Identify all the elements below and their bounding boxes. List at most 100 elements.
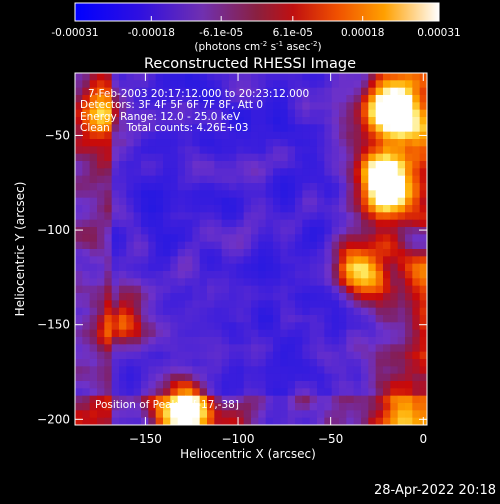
heatmap-cell [383,285,391,294]
heatmap-cell [265,168,274,177]
heatmap-cell [324,351,333,360]
heatmap-cell [295,256,303,265]
heatmap-cell [339,87,347,96]
heatmap-cell [163,395,171,404]
heatmap-cell [185,227,193,235]
heatmap-cell [280,161,289,169]
heatmap-cell [346,271,355,279]
heatmap-cell [104,205,113,213]
heatmap-cell [258,212,267,221]
heatmap-cell [155,212,164,221]
heatmap-cell [119,278,127,287]
heatmap-cell [287,109,296,118]
heatmap-cell [111,329,120,338]
heatmap-cell [273,337,281,345]
heatmap-cell [412,227,421,235]
heatmap-cell [331,175,340,184]
heatmap-cell [214,87,223,96]
heatmap-cell [273,351,281,360]
heatmap-cell [229,109,237,118]
heatmap-cell [368,417,377,425]
heatmap-cell [229,241,237,250]
heatmap-cell [133,161,142,169]
heatmap-cell [155,271,164,279]
heatmap-cell [141,278,149,287]
heatmap-cell [155,315,164,323]
heatmap-cell [148,373,157,382]
heatmap-cell [133,388,142,397]
heatmap-cell [177,395,186,404]
heatmap-cell [280,139,289,147]
heatmap-cell [346,227,355,235]
heatmap-cell [302,410,311,419]
heatmap-cell [126,219,135,228]
heatmap-cell [126,381,135,389]
heatmap-cell [397,139,406,147]
heatmap-cell [390,175,399,184]
heatmap-cell [221,395,230,404]
heatmap-cell [280,381,289,389]
heatmap-cell [170,351,179,360]
heatmap-cell [170,249,179,257]
heatmap-cell [221,329,230,338]
heatmap-cell [119,256,127,265]
heatmap-cell [331,117,340,125]
heatmap-cell [309,73,318,81]
heatmap-cell [170,124,179,133]
heatmap-cell [295,417,303,425]
heatmap-cell [243,410,252,419]
heatmap-cell [353,337,362,345]
heatmap-cell [295,219,303,228]
heatmap-cell [302,117,311,125]
heatmap-cell [346,388,355,397]
heatmap-cell [221,197,230,206]
heatmap-cell [192,373,201,382]
heatmap-cell [192,403,201,411]
heatmap-cell [111,263,120,272]
heatmap-cell [126,263,135,272]
heatmap-cell [192,117,201,125]
heatmap-cell [375,205,384,213]
heatmap-cell [82,381,91,389]
x-tick-label: −150 [129,432,162,446]
heatmap-cell [155,293,164,301]
heatmap-cell [214,388,223,397]
heatmap-cell [229,95,237,103]
heatmap-cell [280,153,289,162]
heatmap-cell [229,307,237,316]
heatmap-cell [353,227,362,235]
heatmap-cell [111,315,120,323]
heatmap-cell [119,285,127,294]
heatmap-cell [346,183,355,191]
heatmap-cell [243,359,252,367]
heatmap-cell [295,139,303,147]
heatmap-cell [221,117,230,125]
heatmap-cell [317,87,325,96]
heatmap-cell [287,190,296,199]
heatmap-cell [155,366,164,375]
heatmap-cell [199,227,208,235]
heatmap-cell [375,293,384,301]
heatmap-cell [177,146,186,155]
heatmap-cell [207,190,215,199]
heatmap-cell [119,234,127,243]
heatmap-cell [258,322,267,331]
heatmap-cell [133,359,142,367]
heatmap-cell [346,80,355,89]
heatmap-cell [104,109,113,118]
y-tick-label: −200 [37,412,70,426]
heatmap-cell [104,388,113,397]
heatmap-cell [302,263,311,272]
heatmap-cell [353,95,362,103]
heatmap-cell [104,410,113,419]
heatmap-cell [353,307,362,316]
heatmap-cell [192,234,201,243]
heatmap-cell [192,124,201,133]
heatmap-cell [89,417,98,425]
heatmap-cell [119,359,127,367]
heatmap-cell [243,278,252,287]
heatmap-cell [119,293,127,301]
heatmap-cell [89,161,98,169]
heatmap-cell [170,117,179,125]
heatmap-cell [185,109,193,118]
